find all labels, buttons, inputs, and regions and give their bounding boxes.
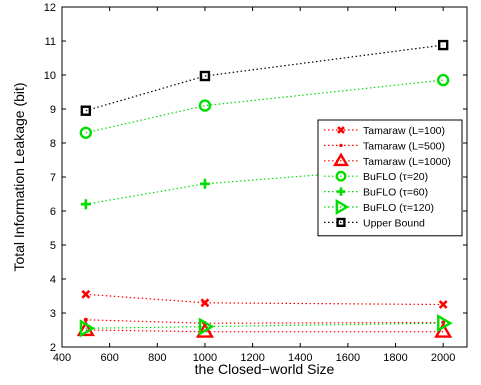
- legend-label: BuFLO (τ=120): [363, 202, 434, 214]
- x-tick-label: 1000: [193, 352, 217, 364]
- series-line: [85, 79, 444, 134]
- series-layer: [76, 39, 453, 338]
- legend-entry: BuFLO (τ=60): [324, 187, 428, 199]
- legend-marker: [337, 126, 345, 134]
- legend-marker: [332, 152, 350, 167]
- legend-label: Tamaraw (L=100): [363, 125, 445, 137]
- data-point: [79, 319, 96, 338]
- axes-layer: 400 600 800 1000 1200 1400 1600 1800 2000 2 3 4 5 6 7 8…: [44, 2, 467, 364]
- data-point: [198, 99, 212, 112]
- legend-marker: [336, 217, 346, 228]
- data-point: [80, 199, 91, 210]
- x-tick-label: 1400: [288, 352, 312, 364]
- legend: Tamaraw (L=100) Tamaraw (L=500) Tamaraw (L…: [317, 119, 463, 237]
- x-tick-label: 800: [148, 352, 166, 364]
- y-tick-label: 9: [50, 104, 56, 116]
- series-1: [81, 289, 448, 309]
- data-point: [80, 105, 92, 116]
- legend-marker: [335, 170, 347, 182]
- data-point: [195, 322, 215, 338]
- data-point: [81, 289, 91, 299]
- data-point: [199, 178, 210, 189]
- legend-entry: Tamaraw (L=1000): [324, 152, 451, 168]
- series-6: [79, 314, 453, 338]
- y-tick-label: 11: [45, 36, 56, 48]
- x-tick-label: 1800: [383, 352, 407, 364]
- legend-entry: BuFLO (τ=120): [324, 198, 434, 216]
- data-point: [436, 73, 450, 87]
- legend-label: Tamaraw (L=500): [363, 140, 445, 152]
- y-tick-label: 8: [50, 138, 56, 150]
- y-tick-label: 2: [50, 342, 56, 354]
- x-tick-label: 400: [53, 352, 71, 364]
- data-point: [83, 317, 88, 322]
- legend-entry: Upper Bound: [324, 217, 425, 229]
- y-tick-label: 5: [50, 240, 56, 252]
- series-4: [79, 73, 450, 140]
- data-point: [437, 314, 453, 333]
- legend-marker: [339, 143, 343, 148]
- legend-marker: [336, 187, 346, 196]
- legend-label: BuFLO (τ=60): [363, 187, 428, 199]
- data-point: [199, 70, 211, 82]
- x-axis-label: the Closed−world Size: [195, 361, 335, 377]
- data-point: [200, 298, 210, 308]
- y-tick-label: 10: [44, 70, 56, 82]
- data-point: [198, 317, 215, 336]
- x-tick-label: 600: [100, 352, 118, 364]
- data-point: [79, 126, 93, 140]
- data-point: [76, 320, 95, 337]
- y-tick-label: 4: [50, 274, 56, 286]
- x-tick-label: 1600: [336, 352, 360, 364]
- y-axis-label: Total Information Leakage (bit): [11, 82, 27, 271]
- legend-box: [317, 119, 463, 237]
- y-tick-label: 6: [50, 206, 56, 218]
- y-tick-label: 12: [44, 2, 56, 14]
- y-tick-label: 7: [50, 172, 56, 184]
- legend-entry: Tamaraw (L=500): [324, 140, 445, 152]
- data-point: [437, 39, 449, 51]
- legend-entry: BuFLO (τ=20): [324, 170, 428, 183]
- legend-label: Upper Bound: [363, 217, 425, 229]
- legend-entry: Tamaraw (L=100): [324, 125, 445, 137]
- x-tick-label: 1200: [240, 352, 264, 364]
- legend-label: Tamaraw (L=1000): [363, 156, 451, 168]
- x-tick-label: 2000: [431, 352, 455, 364]
- legend-marker: [335, 198, 350, 216]
- y-tick-label: 3: [50, 308, 56, 320]
- data-point: [438, 300, 448, 309]
- legend-label: BuFLO (τ=20): [363, 171, 428, 183]
- series-7: [80, 39, 449, 116]
- series-line: [85, 44, 444, 112]
